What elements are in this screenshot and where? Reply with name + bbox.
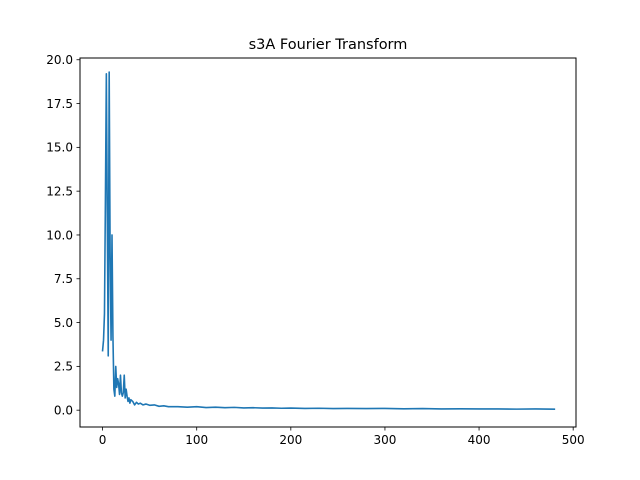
y-tick-label: 12.5 [46, 184, 73, 198]
y-tick-label: 7.5 [54, 272, 73, 286]
y-tick-label: 10.0 [46, 228, 73, 242]
series-line [101, 71, 556, 410]
plot-frame [79, 57, 577, 428]
x-tick-label: 400 [468, 433, 491, 447]
y-tick-label: 2.5 [54, 360, 73, 374]
x-tick-label: 0 [99, 433, 107, 447]
y-tick-label: 0.0 [54, 403, 73, 417]
x-tick-label: 300 [373, 433, 396, 447]
chart-title: s3A Fourier Transform [249, 37, 408, 53]
x-tick-label: 500 [562, 433, 585, 447]
x-tick-label: 100 [185, 433, 208, 447]
x-tick-label: 200 [279, 433, 302, 447]
y-tick-label: 20.0 [46, 53, 73, 67]
y-tick-label: 5.0 [54, 316, 73, 330]
y-tick-label: 15.0 [46, 141, 73, 155]
y-tick-label: 17.5 [46, 97, 73, 111]
plot-area [79, 57, 577, 428]
